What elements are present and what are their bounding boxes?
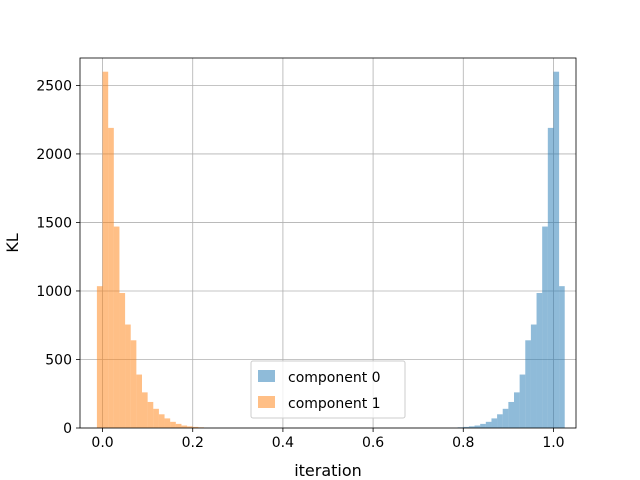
histogram-bar-component-0 (497, 414, 503, 428)
histogram-bar-component-1 (147, 401, 154, 428)
histogram-bar-component-0 (530, 324, 537, 428)
histogram-bar-component-1 (142, 392, 148, 428)
y-tick-label: 500 (45, 352, 72, 368)
y-tick-label: 1500 (36, 215, 72, 231)
histogram-bar-component-1 (164, 418, 171, 428)
histogram-bar-component-1 (130, 340, 137, 428)
histogram-bar-component-0 (514, 392, 520, 428)
histogram-bar-component-1 (125, 324, 131, 428)
histogram-bar-component-1 (181, 425, 188, 428)
histogram-bar-component-0 (463, 426, 469, 428)
x-axis-title: iteration (294, 461, 362, 480)
x-tick-label: 0.4 (272, 435, 294, 451)
histogram-bar-component-0 (519, 374, 526, 428)
histogram-bar-component-1 (119, 293, 126, 428)
histogram-bar-component-1 (175, 423, 182, 428)
legend-swatch-component-0 (258, 370, 275, 382)
histogram-bar-component-1 (113, 226, 120, 428)
histogram-bar-component-1 (192, 426, 199, 428)
legend-swatch-component-1 (258, 396, 275, 408)
legend-label-component-1: component 1 (288, 396, 381, 412)
histogram-bar-component-0 (502, 408, 509, 428)
histogram-bar-component-1 (187, 426, 193, 428)
histogram-bar-component-1 (102, 71, 109, 428)
histogram-bar-component-0 (474, 425, 481, 428)
histogram-bar-component-0 (485, 421, 492, 428)
bars (96, 71, 565, 428)
histogram-bar-component-0 (542, 226, 548, 428)
axis-ticks: 0.0 0.2 0.4 0.6 0.8 1.0 0 500 1000 1500 2000 2500 (36, 78, 564, 451)
histogram-bar-component-1 (153, 408, 159, 428)
x-tick-label: 0.6 (362, 435, 384, 451)
y-tick-label: 2000 (36, 147, 72, 163)
legend-label-component-0: component 0 (288, 370, 381, 386)
histogram-bar-component-0 (491, 418, 498, 428)
legend-box (250, 360, 406, 419)
histogram-bar-component-0 (553, 71, 560, 428)
histogram-bar-component-0 (508, 401, 514, 428)
histogram-bar-component-1 (158, 414, 165, 428)
histogram-bar-component-1 (136, 374, 142, 428)
histogram-bar-component-0 (536, 293, 543, 428)
x-tick-label: 0.0 (91, 435, 113, 451)
x-tick-label: 0.8 (452, 435, 474, 451)
histogram-bar-component-0 (480, 423, 486, 428)
y-axis-title: KL (3, 233, 22, 252)
x-tick-label: 0.2 (182, 435, 204, 451)
histogram-bar-component-0 (468, 426, 475, 428)
x-tick-label: 1.0 (542, 435, 564, 451)
y-tick-label: 2500 (36, 78, 72, 94)
plot-frame (79, 57, 577, 429)
histogram-bar-component-1 (170, 421, 176, 428)
histogram-bar-component-1 (96, 286, 103, 428)
histogram-bar-component-0 (525, 340, 531, 428)
histogram-bar-component-0 (547, 127, 554, 428)
y-tick-label: 0 (63, 421, 72, 437)
y-tick-label: 1000 (36, 284, 72, 300)
histogram-bar-component-0 (559, 286, 565, 428)
histogram-bar-component-1 (108, 127, 114, 428)
legend: component 0 component 1 (250, 360, 406, 419)
grid (80, 58, 576, 429)
